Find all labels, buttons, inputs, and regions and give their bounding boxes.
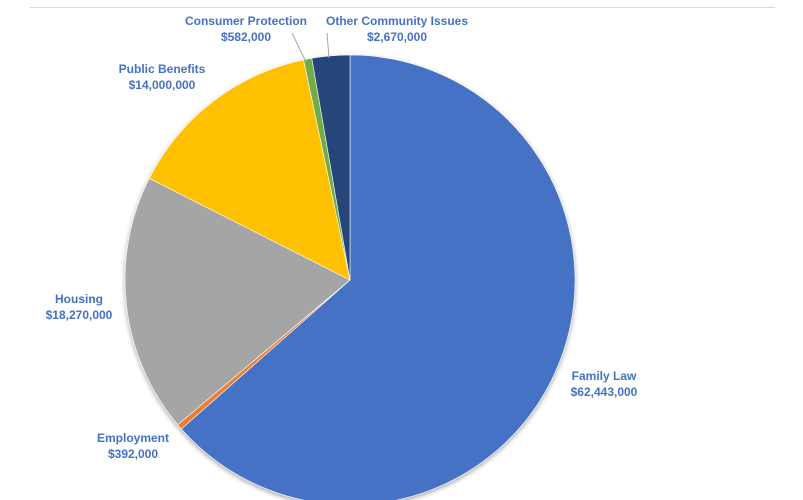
pie-slice-public-benefits — [148, 59, 351, 281]
slice-label-name: Public Benefits — [119, 62, 206, 76]
slice-label-value: $18,270,000 — [46, 308, 113, 322]
top-divider — [30, 7, 775, 8]
pie-slice-family-law — [180, 54, 576, 500]
pie-slices — [124, 54, 576, 500]
slice-label-name: Consumer Protection — [185, 14, 307, 28]
slice-label-name: Other Community Issues — [326, 14, 468, 28]
pie-slice-housing — [124, 177, 351, 426]
leader-line — [291, 32, 307, 63]
slice-label-value: $582,000 — [221, 30, 271, 44]
pie-slice-other-community-issues — [311, 54, 351, 281]
slice-labels: Family Law $62,443,000 Employment $392,000 H… — [46, 14, 638, 461]
slice-label-value: $14,000,000 — [129, 78, 196, 92]
slice-label-value: $392,000 — [108, 447, 158, 461]
slice-label-value: $2,670,000 — [367, 30, 427, 44]
leader-line — [326, 32, 330, 59]
slice-label-name: Employment — [97, 431, 169, 445]
slice-label-name: Family Law — [572, 369, 637, 383]
slice-label-name: Housing — [55, 292, 103, 306]
leader-lines — [291, 32, 330, 63]
slice-label-value: $62,443,000 — [571, 385, 638, 399]
